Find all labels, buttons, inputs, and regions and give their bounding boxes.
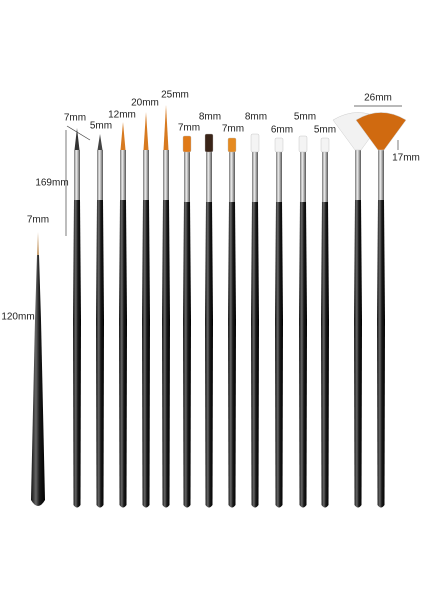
brush-ferrule (252, 152, 258, 202)
brush-tip (274, 137, 284, 153)
brush-tip (37, 232, 39, 255)
brush-ferrule (300, 152, 306, 202)
dimension-label: 7mm (27, 215, 49, 226)
brush-ferrule (378, 150, 384, 200)
brush-handle (275, 200, 283, 508)
brush-ferrule (74, 150, 80, 200)
brush-handle (119, 200, 127, 508)
brush-tip (143, 112, 149, 150)
brush-tip (298, 135, 308, 153)
brush-ferrule (229, 152, 235, 202)
brush-handle (205, 200, 213, 508)
brush-ferrule (163, 150, 169, 200)
labels: 7mm5mm12mm20mm25mm7mm8mm7mm8mm6mm5mm5mm2… (1, 90, 420, 323)
brush-ferrule (184, 152, 190, 202)
brush-ferrule (120, 150, 126, 200)
brush-tip (227, 137, 237, 153)
dimension-label: 6mm (271, 125, 293, 136)
brush-tip (250, 133, 260, 153)
brush-tip (163, 105, 169, 150)
brush-ferrule (276, 152, 282, 202)
brush-handle (251, 200, 259, 508)
brush-handle (377, 200, 385, 508)
dimension-label: 120mm (1, 312, 34, 323)
dimension-label: 20mm (131, 98, 159, 109)
brush-ferrule (355, 150, 361, 200)
dimension-label: 7mm (222, 124, 244, 135)
dimension-label: 12mm (108, 110, 136, 121)
brush-handle (31, 255, 45, 506)
brushes (31, 105, 407, 508)
dimension-label: 5mm (294, 112, 316, 123)
brush-tip (120, 122, 126, 150)
dimension-label: 7mm (64, 113, 86, 124)
brush-handle (228, 200, 236, 508)
brush-handle (96, 200, 104, 508)
dimension-label: 25mm (161, 90, 189, 101)
brush-handle (162, 200, 170, 508)
brush-handle (183, 200, 191, 508)
brush-handle (321, 200, 329, 508)
dimension-label: 5mm (314, 125, 336, 136)
brush-tip (320, 137, 330, 153)
brush-ferrule (97, 150, 103, 200)
brush-ferrule (322, 152, 328, 202)
dimension-label: 5mm (90, 121, 112, 132)
brush-tip (97, 134, 103, 150)
dimension-label: 8mm (245, 112, 267, 123)
brush-handle (354, 200, 362, 508)
dimension-label: 17mm (392, 153, 420, 164)
brush-ferrule (143, 150, 149, 200)
dimension-line (66, 125, 91, 141)
brush-tip (182, 135, 192, 153)
dimension-label: 26mm (364, 93, 392, 104)
brush-tip (74, 128, 80, 150)
dimension-label: 169mm (35, 178, 68, 189)
dimension-label: 8mm (199, 112, 221, 123)
brush-tip (355, 112, 407, 151)
brush-ferrule (206, 152, 212, 202)
brush-handle (73, 200, 81, 508)
brush-handle (299, 200, 307, 508)
dimension-label: 7mm (178, 123, 200, 134)
brush-handle (142, 200, 150, 508)
brush-tip (204, 133, 214, 153)
